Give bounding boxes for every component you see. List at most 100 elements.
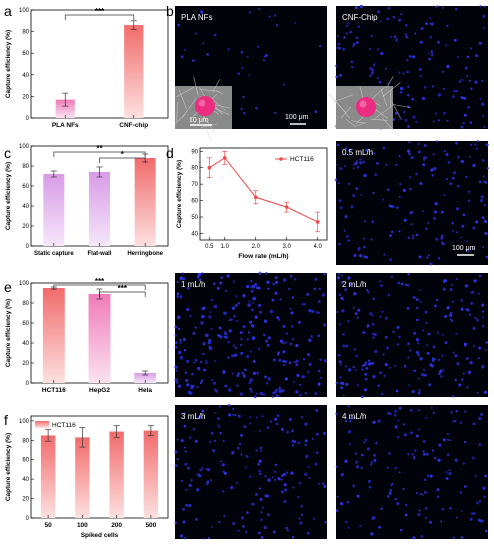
cell-dot <box>336 164 338 166</box>
cell-dot <box>425 157 427 159</box>
cell-dot <box>371 461 374 464</box>
cell-dot <box>219 405 221 407</box>
cell-dot <box>335 179 338 182</box>
cell-dot <box>360 467 363 470</box>
cell-dot <box>396 390 399 393</box>
cell-dot <box>197 367 200 370</box>
cell-dot <box>259 311 262 314</box>
x-axis-title: Flow rate (mL/h) <box>238 253 288 260</box>
cell-dot <box>385 68 387 70</box>
cell-dot <box>403 423 405 425</box>
cell-dot <box>246 511 249 514</box>
cell-dot <box>452 177 455 180</box>
cell-dot <box>344 230 346 232</box>
cell-dot <box>211 432 213 434</box>
x-tick-label: 4.0 <box>314 244 323 250</box>
cell-dot <box>481 195 484 198</box>
cell-dot <box>482 325 485 328</box>
cell-dot <box>422 494 424 496</box>
cell-dot <box>254 396 257 399</box>
cell-dot <box>298 518 300 520</box>
cell-dot <box>175 464 178 467</box>
cell-dot <box>398 155 400 157</box>
cell-dot <box>318 300 321 303</box>
cell-dot <box>390 205 393 208</box>
cell-dot <box>399 407 402 410</box>
cell-dot <box>476 501 479 504</box>
cell-dot <box>479 500 481 502</box>
cell-dot <box>397 326 400 329</box>
cell-dot <box>389 489 392 492</box>
cell-dot <box>319 45 321 47</box>
cell-dot <box>409 350 411 352</box>
cell-dot <box>363 238 365 240</box>
cell-dot <box>355 6 358 9</box>
cell-dot <box>338 273 340 275</box>
cell-dot <box>238 530 240 532</box>
cell-dot <box>383 375 385 377</box>
cell-dot <box>219 432 222 435</box>
cell-dot <box>283 84 285 86</box>
cell-dot <box>236 385 238 387</box>
panel-letter-e: e <box>4 279 12 295</box>
cell-dot <box>274 479 276 481</box>
cell-dot <box>471 291 474 294</box>
cell-dot <box>185 463 188 466</box>
cell-dot <box>426 344 428 346</box>
cell-dot <box>252 302 254 304</box>
cell-dot <box>469 314 471 316</box>
cell-dot <box>290 308 292 310</box>
cell-dot <box>350 60 353 63</box>
cell-dot <box>290 275 293 278</box>
cell-dot <box>437 459 440 462</box>
cell-dot <box>233 280 235 282</box>
legend-label: HCT116 <box>290 156 314 163</box>
cell-dot <box>480 413 483 416</box>
cell-dot <box>277 354 279 356</box>
cell-dot <box>337 276 340 279</box>
cell-dot <box>396 502 399 505</box>
cell-dot <box>418 378 420 380</box>
bar-50 <box>41 435 55 518</box>
cell-dot <box>249 321 252 324</box>
cell-dot <box>455 8 458 11</box>
micrograph-label: PLA NFs <box>181 13 213 22</box>
cell-dot <box>456 90 458 92</box>
cell-dot <box>355 162 358 165</box>
cell-dot <box>437 41 440 44</box>
plot-frame <box>31 10 168 118</box>
cell-dot <box>437 332 439 334</box>
bar-flat-wall <box>89 172 110 246</box>
cell-dot <box>182 272 184 274</box>
cell-dot <box>228 413 231 416</box>
cell-dot <box>357 25 359 27</box>
cell-dot <box>424 311 427 314</box>
cell-dot <box>243 374 246 377</box>
cell-dot <box>211 379 213 381</box>
cell-dot <box>357 309 360 312</box>
cell-dot <box>280 339 283 342</box>
cell-dot <box>421 373 424 376</box>
cell-dot <box>237 72 240 75</box>
cell-dot <box>323 432 326 435</box>
micrograph-2-ml-h: 2 mL/h <box>336 273 489 398</box>
cell-dot <box>246 355 249 358</box>
cell-dot <box>241 108 243 110</box>
cell-dot <box>446 477 449 480</box>
cell-dot <box>314 392 317 395</box>
cell-dot <box>289 418 292 421</box>
x-tick-label: 0.5 <box>205 244 214 250</box>
micrograph-label: 3 mL/h <box>181 412 205 421</box>
cell-dot <box>249 476 251 478</box>
cell-dot <box>201 272 203 274</box>
cell-dot <box>260 511 262 513</box>
cell-dot <box>407 342 410 345</box>
cell-dot <box>251 290 254 293</box>
cell-dot <box>424 374 427 377</box>
cell-dot <box>347 23 349 25</box>
cell-dot <box>232 372 234 374</box>
cell-dot <box>430 262 433 265</box>
series-line-hct116 <box>209 158 317 222</box>
cell-dot <box>372 221 374 223</box>
cell-dot <box>258 8 260 10</box>
